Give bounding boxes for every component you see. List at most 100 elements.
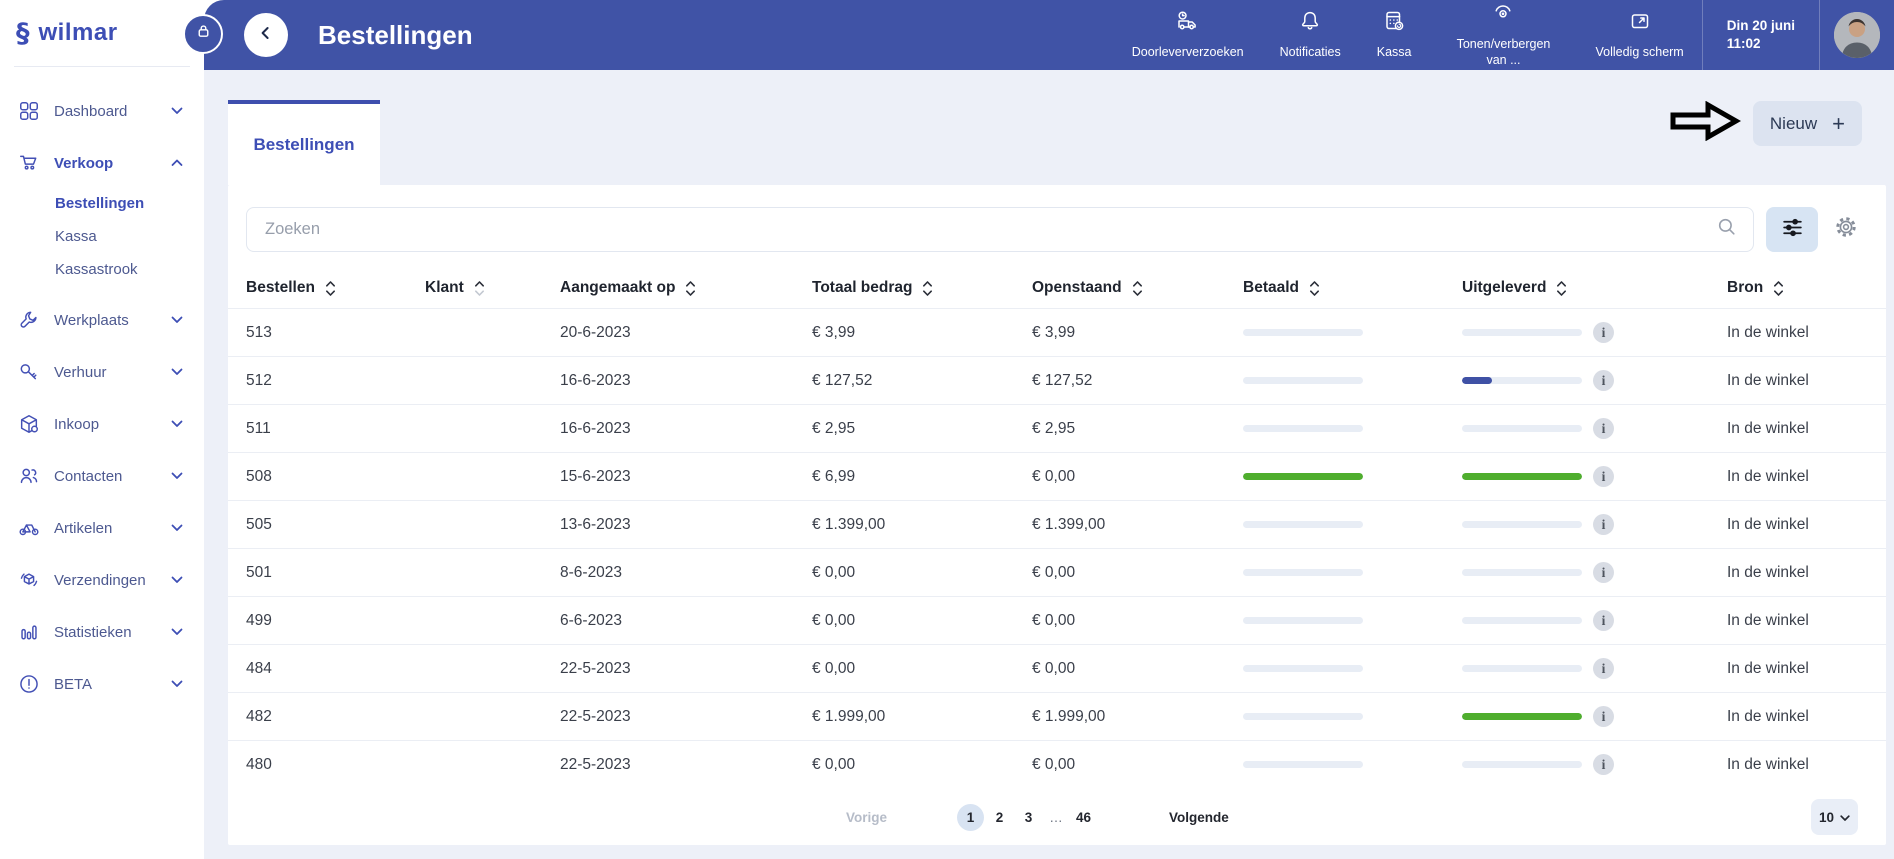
column-header-uitgeleverd[interactable]: Uitgeleverd: [1462, 279, 1727, 297]
column-header-openstaand[interactable]: Openstaand: [1032, 279, 1243, 297]
table-row[interactable]: 513 20-6-2023 € 3,99 € 3,99 i In de wink…: [228, 308, 1886, 356]
chevron-down-icon: [171, 472, 184, 480]
uitgeleverd-progress: [1462, 377, 1582, 384]
cell-openstaand: € 2,95: [1032, 419, 1076, 437]
settings-button[interactable]: [1830, 215, 1862, 244]
cell-bron: In de winkel: [1727, 323, 1809, 341]
pagination-previous[interactable]: Vorige: [846, 809, 888, 825]
betaald-progress: [1243, 377, 1363, 384]
info-icon[interactable]: i: [1593, 658, 1614, 679]
cell-aangemaakt-op: 22-5-2023: [560, 659, 631, 677]
table-row[interactable]: 501 8-6-2023 € 0,00 € 0,00 i In de winke…: [228, 548, 1886, 596]
table-header-row: Bestellen Klant Aangemaakt op Totaal bed…: [228, 268, 1886, 308]
box-icon: [17, 412, 41, 436]
pagination-ellipsis: …: [1049, 809, 1063, 825]
cell-openstaand: € 0,00: [1032, 563, 1076, 581]
info-icon[interactable]: i: [1593, 754, 1614, 775]
table-row[interactable]: 482 22-5-2023 € 1.999,00 € 1.999,00 i In…: [228, 692, 1886, 740]
brand-logo[interactable]: § wilmar: [0, 0, 204, 66]
user-avatar[interactable]: [1834, 12, 1880, 58]
cell-openstaand: € 0,00: [1032, 611, 1076, 629]
table-row[interactable]: 484 22-5-2023 € 0,00 € 0,00 i In de wink…: [228, 644, 1886, 692]
info-icon[interactable]: i: [1593, 370, 1614, 391]
sidebar-item-beta[interactable]: BETA: [0, 664, 204, 704]
sidebar-item-statistieken[interactable]: Statistieken: [0, 612, 204, 652]
filter-button[interactable]: [1766, 207, 1818, 252]
tab-bestellingen[interactable]: Bestellingen: [228, 100, 380, 185]
main-area: Bestellingen Doorleververzoeken Notifica…: [183, 0, 1894, 859]
sidebar-item-werkplaats[interactable]: Werkplaats: [0, 300, 204, 340]
back-button[interactable]: [244, 13, 288, 57]
sort-icon: [474, 280, 484, 296]
pagination-page-1[interactable]: 1: [957, 803, 985, 831]
cart-icon: [17, 151, 41, 175]
orders-table: Bestellen Klant Aangemaakt op Totaal bed…: [228, 268, 1886, 788]
cell-totaal-bedrag: € 1.399,00: [812, 515, 886, 533]
search-input[interactable]: [265, 220, 1717, 239]
page-size-select[interactable]: 10: [1811, 799, 1858, 835]
pagination-page-46[interactable]: 46: [1076, 809, 1092, 825]
pagination-page-3[interactable]: 3: [1024, 809, 1033, 825]
action-doorleververzoeken[interactable]: Doorleververzoeken: [1114, 0, 1262, 70]
sidebar-item-label: Dashboard: [54, 102, 128, 120]
column-header-totaal-bedrag[interactable]: Totaal bedrag: [812, 279, 1032, 297]
cell-totaal-bedrag: € 6,99: [812, 467, 856, 485]
sidebar-subitem-bestellingen[interactable]: Bestellingen: [55, 195, 145, 212]
info-icon[interactable]: i: [1593, 418, 1614, 439]
pagination-page-2[interactable]: 2: [995, 809, 1004, 825]
content-area: Bestellingen Nieuw +: [204, 70, 1894, 859]
alert-circle-icon: [17, 672, 41, 696]
column-header-aangemaakt-op[interactable]: Aangemaakt op: [560, 279, 812, 297]
sidebar-item-verkoop[interactable]: Verkoop: [0, 143, 204, 183]
cell-betaald: [1243, 377, 1462, 384]
uitgeleverd-progress: [1462, 473, 1582, 480]
cell-uitgeleverd: i: [1462, 754, 1727, 775]
sidebar-item-verhuur[interactable]: Verhuur: [0, 352, 204, 392]
sidebar-item-dashboard[interactable]: Dashboard: [0, 91, 204, 131]
sidebar-item-artikelen[interactable]: Artikelen: [0, 508, 204, 548]
column-header-betaald[interactable]: Betaald: [1243, 279, 1462, 297]
cell-betaald: [1243, 569, 1462, 576]
table-row[interactable]: 512 16-6-2023 € 127,52 € 127,52 i In de …: [228, 356, 1886, 404]
column-header-klant[interactable]: Klant: [425, 279, 560, 297]
sort-icon: [923, 280, 933, 296]
action-tonen-verbergen[interactable]: Tonen/verbergen van ...: [1429, 0, 1577, 70]
info-icon[interactable]: i: [1593, 514, 1614, 535]
table-row[interactable]: 505 13-6-2023 € 1.399,00 € 1.399,00 i In…: [228, 500, 1886, 548]
new-button-label: Nieuw: [1769, 113, 1818, 133]
cell-aangemaakt-op: 13-6-2023: [560, 515, 631, 533]
action-kassa[interactable]: Kassa: [1359, 0, 1430, 70]
date-text: Din 20 juni: [1726, 17, 1795, 33]
column-header-bron[interactable]: Bron: [1727, 279, 1886, 297]
action-volledig-scherm[interactable]: Volledig scherm: [1577, 0, 1701, 70]
sidebar-item-verzendingen[interactable]: Verzendingen: [0, 560, 204, 600]
action-notificaties[interactable]: Notificaties: [1262, 0, 1359, 70]
topbar-separator: [1701, 0, 1703, 70]
cell-openstaand: € 3,99: [1032, 323, 1076, 341]
column-header-bestellen[interactable]: Bestellen: [246, 279, 425, 297]
sidebar-divider: [14, 66, 190, 67]
cell-totaal-bedrag: € 0,00: [812, 563, 856, 581]
sidebar-item-inkoop[interactable]: Inkoop: [0, 404, 204, 444]
info-icon[interactable]: i: [1593, 466, 1614, 487]
info-icon[interactable]: i: [1593, 706, 1614, 727]
pagination-next[interactable]: Volgende: [1169, 809, 1229, 825]
cell-totaal-bedrag: € 127,52: [812, 371, 873, 389]
table-row[interactable]: 508 15-6-2023 € 6,99 € 0,00 i In de wink…: [228, 452, 1886, 500]
sidebar-item-contacten[interactable]: Contacten: [0, 456, 204, 496]
table-row[interactable]: 511 16-6-2023 € 2,95 € 2,95 i In de wink…: [228, 404, 1886, 452]
sidebar-item-label: Verzendingen: [54, 571, 146, 589]
table-row[interactable]: 480 22-5-2023 € 0,00 € 0,00 i In de wink…: [228, 740, 1886, 788]
table-row[interactable]: 499 6-6-2023 € 0,00 € 0,00 i In de winke…: [228, 596, 1886, 644]
uitgeleverd-progress: [1462, 617, 1582, 624]
new-order-button[interactable]: Nieuw +: [1752, 101, 1862, 146]
sidebar-subitem-kassa[interactable]: Kassa: [55, 228, 97, 245]
chevron-down-icon: [1840, 810, 1850, 825]
info-icon[interactable]: i: [1593, 610, 1614, 631]
sidebar-subitem-kassastrook[interactable]: Kassastrook: [55, 261, 138, 278]
cell-uitgeleverd: i: [1462, 658, 1727, 679]
truck-clock-icon: [1174, 9, 1201, 38]
menu-lock-badge[interactable]: [183, 14, 223, 54]
info-icon[interactable]: i: [1593, 322, 1614, 343]
info-icon[interactable]: i: [1593, 562, 1614, 583]
